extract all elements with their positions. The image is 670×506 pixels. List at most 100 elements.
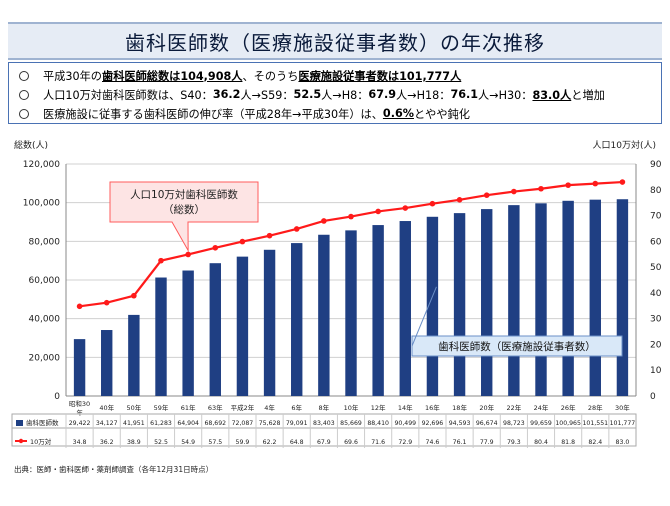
y-right-tick-label: 90 [650, 160, 662, 170]
x-tick-label: 40年 [99, 403, 114, 412]
summary-text: 人→H30： [478, 88, 533, 102]
x-tick-label: 10年 [344, 403, 359, 412]
line-data-label: 79.3 [507, 439, 521, 446]
line-point [483, 192, 490, 198]
line-point [266, 232, 273, 239]
bar-data-label: 96,674 [476, 420, 498, 427]
y-right-tick-label: 70 [650, 212, 662, 222]
summary-text: 医療施設に従事する歯科医師の伸び率（平成28年→平成30年）は、 [43, 107, 383, 121]
line-point [185, 251, 191, 258]
bar [616, 199, 629, 396]
bar [589, 199, 601, 396]
summary-text: 人→S59： [240, 88, 294, 102]
bar [128, 314, 140, 396]
line-data-label: 71.6 [371, 439, 385, 446]
summary-line-1: 平成30年の 歯科医師総数は104,908人 、そのうち 医療施設従事者数は101,7… [19, 66, 661, 85]
line-data-label: 67.9 [317, 439, 331, 446]
bar-data-label: 72,087 [232, 420, 254, 427]
y-left-tick-label: 120,000 [23, 160, 60, 170]
bar-data-label: 41,951 [123, 420, 145, 427]
bar [318, 234, 330, 396]
summary-value: 52.5 [293, 88, 322, 101]
bar [236, 256, 249, 396]
x-tick-label: 63年 [208, 403, 223, 412]
bar [263, 249, 276, 396]
line-data-label: 82.4 [588, 439, 602, 446]
summary-value: 36.2 [212, 88, 241, 101]
line-data-label: 57.5 [208, 439, 222, 446]
bar [399, 221, 411, 396]
summary-highlight: 83.0人 [532, 88, 572, 102]
bar-data-label: 101,551 [582, 420, 608, 427]
line-point [293, 226, 300, 232]
y-right-tick-label: 40 [650, 289, 662, 299]
y-right-axis-title: 人口10万対(人) [593, 139, 656, 151]
line-point [131, 292, 137, 299]
summary-highlight: 歯科医師総数は104,908人 [102, 69, 243, 83]
bar [562, 200, 574, 396]
summary-value: 76.1 [450, 88, 479, 101]
line-point [402, 205, 409, 211]
line-point [429, 200, 436, 207]
x-tick-label: 16年 [425, 403, 440, 412]
bar-data-label: 85,669 [340, 420, 362, 427]
page-title: 歯科医師数（医療施設従事者数）の年次推移 [125, 30, 545, 55]
x-tick-label: 22年 [506, 403, 521, 412]
y-right-tick-label: 50 [650, 263, 662, 273]
bar-data-label: 75,628 [259, 420, 281, 427]
y-left-tick-label: 40,000 [29, 315, 61, 325]
line-data-label: 80.4 [534, 439, 548, 446]
circle-bullet-icon [19, 70, 29, 81]
x-tick-label: 4年 [264, 403, 275, 412]
y-left-tick-label: 60,000 [29, 276, 61, 286]
line-point [348, 213, 354, 220]
y-left-tick-label: 100,000 [23, 199, 60, 209]
x-tick-label: 50年 [126, 403, 141, 412]
x-tick-label: 24年 [534, 403, 549, 412]
line-data-label: 83.0 [616, 439, 630, 446]
line-point [158, 257, 164, 264]
bar [345, 230, 357, 396]
bar-data-label: 90,499 [394, 420, 416, 427]
bar [291, 243, 303, 396]
line-data-label: 69.6 [344, 439, 358, 446]
bar [372, 225, 384, 396]
bar-data-label: 92,696 [422, 420, 444, 427]
y-right-tick-label: 60 [650, 237, 662, 247]
y-right-tick-label: 20 [650, 340, 662, 350]
x-tick-label: 28年 [588, 403, 603, 412]
line-data-label: 72.9 [398, 439, 412, 446]
line-point [565, 182, 571, 188]
x-tick-label: 昭和30 [69, 399, 90, 408]
line-data-label: 64.8 [290, 439, 304, 446]
line-point [456, 197, 463, 203]
summary-text: とやや鈍化 [413, 107, 470, 121]
bar [535, 203, 547, 396]
line-data-label: 76.1 [453, 439, 467, 446]
y-right-tick-label: 80 [650, 186, 662, 196]
summary-line-2: 人口10万対歯科医師数は、S40： 36.2 人→S59： 52.5 人→H8： 67.9… [19, 85, 661, 104]
bar [73, 339, 86, 396]
bar-data-label: 61,283 [150, 420, 172, 427]
line-point [239, 238, 246, 245]
summary-line-3: 医療施設に従事する歯科医師の伸び率（平成28年→平成30年）は、 0.6% とやや鈍… [19, 104, 661, 123]
summary-box: 平成30年の 歯科医師総数は104,908人 、そのうち 医療施設従事者数は101,7… [8, 62, 662, 124]
table-row-label: 歯科医師数 [26, 418, 59, 427]
summary-value: 67.9 [368, 88, 397, 101]
y-right-tick-label: 0 [650, 392, 656, 402]
bar [481, 209, 493, 396]
y-left-tick-label: 0 [54, 392, 60, 402]
y-left-axis-title: 総数(人) [14, 139, 48, 151]
table-row-label: 10万対 [30, 437, 52, 446]
x-tick-label: 61年 [181, 403, 196, 412]
line-data-label: 38.9 [127, 439, 141, 446]
x-tick-label: 59年 [154, 403, 169, 412]
bar-data-label: 29,422 [69, 420, 91, 427]
circle-bullet-icon [19, 89, 29, 100]
bar-legend-key [16, 420, 23, 426]
x-tick-label: 8年 [319, 403, 330, 412]
data-table [11, 413, 637, 447]
line-data-label: 59.9 [236, 439, 250, 446]
bar-data-label: 83,403 [313, 420, 335, 427]
summary-text: と増加 [571, 88, 605, 102]
